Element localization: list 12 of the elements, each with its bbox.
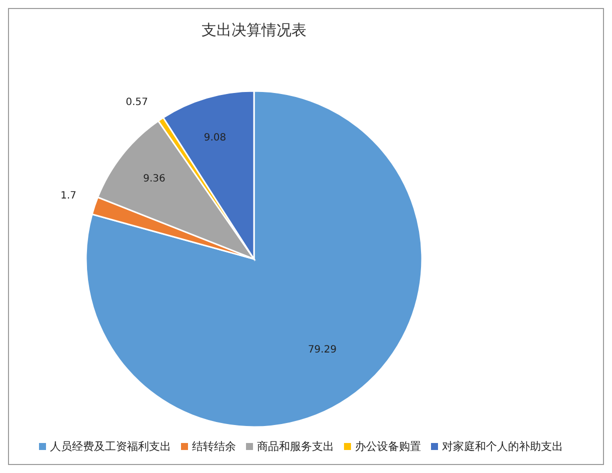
data-label: 1.7	[60, 190, 76, 202]
pie-slice	[85, 90, 423, 428]
legend-label: 办公设备购置	[355, 440, 421, 453]
legend-label: 商品和服务支出	[257, 440, 334, 453]
data-label: 0.57	[126, 97, 148, 108]
data-label: 79.29	[308, 344, 337, 356]
legend-label: 结转结余	[192, 440, 236, 453]
legend-label: 对家庭和个人的补助支出	[442, 440, 563, 453]
data-label: 9.08	[204, 132, 226, 144]
chart-title: 支出决算情况表	[200, 21, 308, 40]
legend-label: 人员经费及工资福利支出	[50, 440, 171, 453]
data-label: 9.36	[143, 173, 166, 184]
